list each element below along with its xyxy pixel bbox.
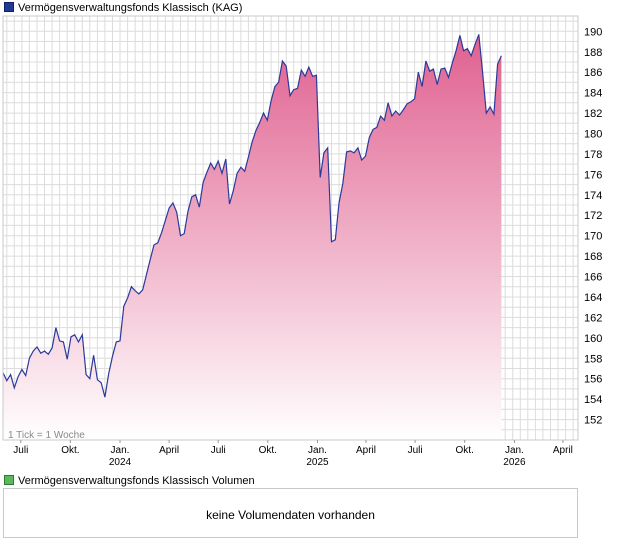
y-tick-label: 162 [584, 312, 602, 324]
y-tick-label: 186 [584, 67, 602, 79]
y-tick-label: 176 [584, 169, 602, 181]
x-tick-label: Juli [408, 445, 423, 456]
x-tick-label: April [356, 445, 376, 456]
x-tick-label: April [159, 445, 179, 456]
price-area [3, 34, 502, 441]
x-tick-label: April [553, 445, 573, 456]
x-tick-label: Juli [211, 445, 226, 456]
volume-message: keine Volumendaten vorhanden [206, 508, 375, 522]
x-tick-label: Okt. [61, 445, 79, 456]
price-legend-label: Vermögensverwaltungsfonds Klassisch (KAG… [18, 2, 243, 14]
plot-frame [2, 15, 579, 441]
y-tick-label: 180 [584, 129, 602, 141]
y-tick-label: 152 [584, 415, 602, 427]
tick-note: 1 Tick = 1 Woche [8, 430, 85, 441]
y-tick-label: 160 [584, 333, 602, 345]
x-tick-year: 2025 [306, 457, 329, 468]
y-axis: 152 154 156 158 160 162 164 166 168 170 172 174 176 1… [584, 26, 602, 426]
x-tick-label: Jan. [505, 445, 524, 456]
y-tick-label: 164 [584, 292, 602, 304]
y-tick-label: 154 [584, 394, 602, 406]
x-tick-label: Jan. [111, 445, 130, 456]
price-legend: Vermögensverwaltungsfonds Klassisch (KAG… [4, 1, 242, 15]
y-tick-label: 168 [584, 251, 602, 263]
volume-panel: keine Volumendaten vorhanden [3, 488, 578, 538]
y-tick-label: 190 [584, 26, 602, 38]
y-tick-label: 174 [584, 190, 602, 202]
y-tick-label: 158 [584, 353, 602, 365]
y-tick-label: 156 [584, 374, 602, 386]
x-tick-year: 2026 [503, 457, 526, 468]
price-line [2, 34, 502, 398]
y-tick-label: 172 [584, 210, 602, 222]
y-tick-label: 170 [584, 231, 602, 243]
y-tick-label: 178 [584, 149, 602, 161]
x-tick-label: Juli [13, 445, 28, 456]
x-tick-year: 2024 [109, 457, 132, 468]
x-tick-label: Jan. [308, 445, 327, 456]
volume-legend-label: Vermögensverwaltungsfonds Klassisch Volu… [18, 475, 255, 487]
price-chart: 152 154 156 158 160 162 164 166 168 170 172 174 176 1… [2, 15, 602, 468]
price-legend-swatch [4, 2, 14, 12]
y-tick-label: 166 [584, 272, 602, 284]
x-tick-label: Okt. [259, 445, 277, 456]
volume-legend: Vermögensverwaltungsfonds Klassisch Volu… [4, 474, 255, 488]
y-tick-label: 182 [584, 108, 602, 120]
y-tick-label: 188 [584, 47, 602, 59]
y-tick-label: 184 [584, 88, 602, 100]
x-tick-label: Okt. [456, 445, 474, 456]
volume-legend-swatch [4, 475, 14, 485]
